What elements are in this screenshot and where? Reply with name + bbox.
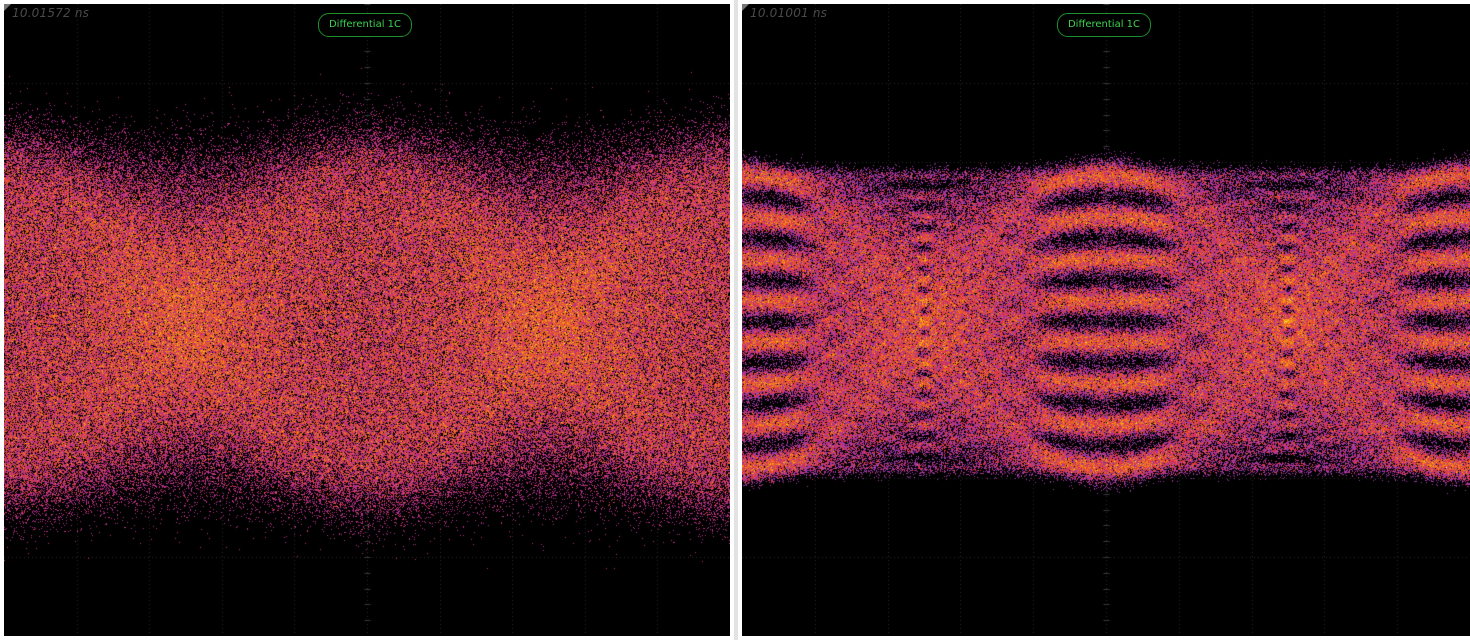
panel-divider[interactable] [734, 0, 738, 640]
corner-marker-icon [4, 4, 11, 11]
waveform-display-right[interactable]: 10.01001 ns Differential 1C [742, 4, 1470, 636]
corner-marker-icon [742, 4, 749, 11]
channel-badge-left[interactable]: Differential 1C [317, 13, 413, 37]
time-readout-left: 10.01572 ns [12, 6, 90, 20]
eye-diagram-right [742, 4, 1470, 636]
eye-diagram-left [4, 4, 730, 636]
waveform-display-left[interactable]: 10.01572 ns Differential 1C [4, 4, 730, 636]
time-readout-right: 10.01001 ns [750, 6, 828, 20]
channel-badge-right[interactable]: Differential 1C [1056, 13, 1152, 37]
